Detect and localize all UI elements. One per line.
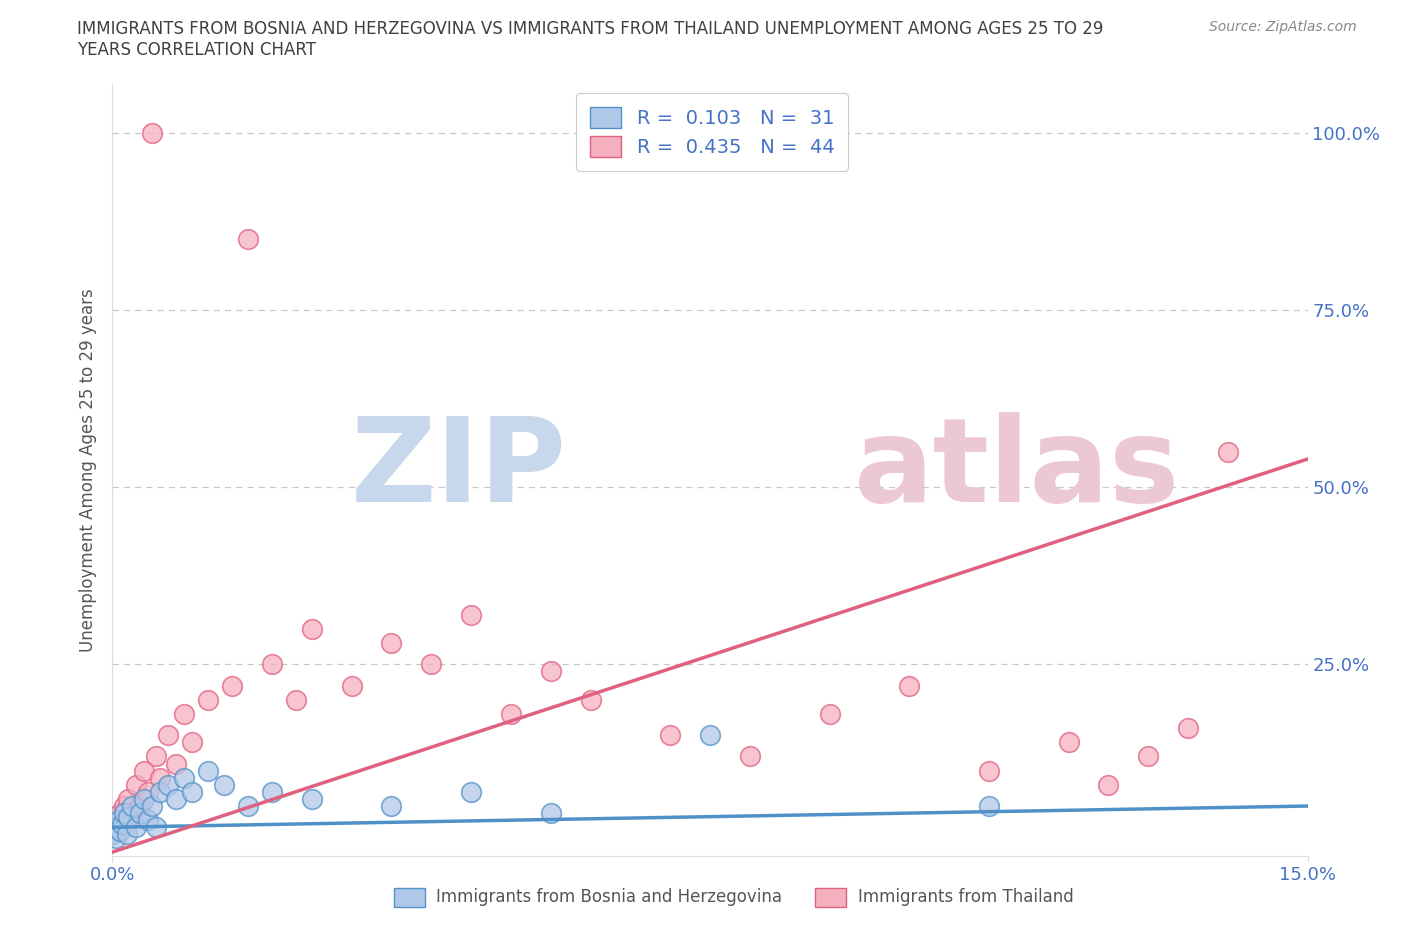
Point	[129, 799, 152, 814]
Point	[260, 784, 283, 799]
Point	[101, 827, 124, 842]
Point	[699, 728, 721, 743]
Point	[134, 791, 156, 806]
Point	[115, 827, 138, 842]
Point	[117, 791, 139, 806]
Point	[181, 784, 204, 799]
Point	[540, 664, 562, 679]
Point	[260, 657, 283, 671]
Point	[105, 813, 128, 828]
Point	[898, 678, 921, 693]
Point	[173, 707, 195, 722]
Point	[977, 764, 1000, 778]
Point	[460, 607, 482, 622]
Point	[145, 749, 167, 764]
Point	[111, 820, 134, 835]
Point	[134, 764, 156, 778]
Point	[121, 805, 143, 820]
Point	[236, 232, 259, 247]
Point	[173, 770, 195, 785]
Point	[110, 823, 132, 838]
Point	[1097, 777, 1119, 792]
Text: YEARS CORRELATION CHART: YEARS CORRELATION CHART	[77, 41, 316, 59]
Point	[284, 692, 307, 707]
Point	[380, 636, 402, 651]
Point	[197, 764, 219, 778]
Point	[149, 770, 172, 785]
Point	[1216, 445, 1239, 459]
Text: IMMIGRANTS FROM BOSNIA AND HERZEGOVINA VS IMMIGRANTS FROM THAILAND UNEMPLOYMENT : IMMIGRANTS FROM BOSNIA AND HERZEGOVINA V…	[77, 20, 1104, 38]
Point	[977, 799, 1000, 814]
Point	[301, 791, 323, 806]
Y-axis label: Unemployment Among Ages 25 to 29 years: Unemployment Among Ages 25 to 29 years	[79, 287, 97, 652]
Point	[1137, 749, 1160, 764]
Point	[117, 809, 139, 824]
Point	[141, 126, 163, 140]
Point	[110, 805, 132, 820]
Point	[197, 692, 219, 707]
Text: atlas: atlas	[853, 412, 1180, 527]
Point	[115, 813, 138, 828]
Point	[141, 799, 163, 814]
Point	[104, 820, 127, 835]
Point	[111, 817, 134, 831]
Point	[818, 707, 841, 722]
Text: Immigrants from Thailand: Immigrants from Thailand	[858, 888, 1073, 907]
Point	[125, 777, 148, 792]
Point	[125, 820, 148, 835]
Point	[108, 813, 131, 828]
Point	[121, 799, 143, 814]
Point	[114, 805, 135, 820]
Point	[114, 799, 135, 814]
Legend: R =  0.103   N =  31, R =  0.435   N =  44: R = 0.103 N = 31, R = 0.435 N = 44	[576, 93, 848, 171]
Point	[659, 728, 682, 743]
Point	[149, 784, 172, 799]
Point	[107, 823, 129, 838]
Point	[221, 678, 243, 693]
Point	[340, 678, 363, 693]
Point	[181, 735, 204, 750]
Point	[301, 621, 323, 636]
Point	[101, 827, 124, 842]
Point	[105, 830, 128, 845]
Point	[380, 799, 402, 814]
Point	[138, 784, 160, 799]
Point	[212, 777, 235, 792]
Text: ZIP: ZIP	[350, 412, 567, 527]
Point	[1057, 735, 1080, 750]
Point	[540, 805, 562, 820]
Point	[145, 820, 167, 835]
Text: Immigrants from Bosnia and Herzegovina: Immigrants from Bosnia and Herzegovina	[436, 888, 782, 907]
Point	[129, 805, 152, 820]
Point	[460, 784, 482, 799]
Point	[157, 728, 180, 743]
Point	[103, 820, 125, 835]
Point	[1177, 721, 1199, 736]
Point	[236, 799, 259, 814]
Point	[165, 791, 187, 806]
Point	[157, 777, 180, 792]
Point	[420, 657, 443, 671]
Point	[579, 692, 602, 707]
Point	[499, 707, 522, 722]
Point	[738, 749, 761, 764]
Point	[138, 813, 160, 828]
Text: Source: ZipAtlas.com: Source: ZipAtlas.com	[1209, 20, 1357, 34]
Point	[165, 756, 187, 771]
